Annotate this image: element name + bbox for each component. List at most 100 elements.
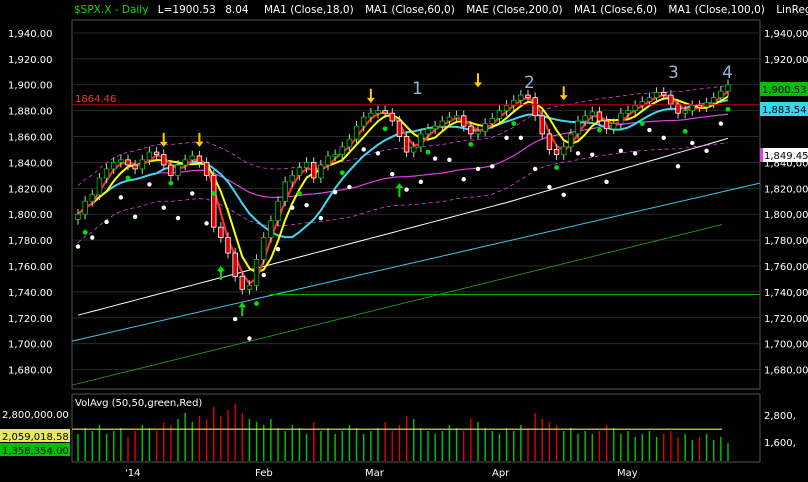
signal-dot-white [161,205,166,210]
x-tick-label: '14 [125,468,140,479]
regression-lower-line [71,224,723,386]
resistance-label: 1864.46 [75,94,116,105]
down-arrow-head [195,141,204,147]
down-arrow-head [366,97,375,103]
y-tick-label: 1,680.00 [8,366,53,377]
candle-body [189,155,195,161]
candle-body [303,162,310,168]
signal-dot-green [554,165,559,171]
candle-body [96,177,103,196]
y-tick-label: 1,920.00 [8,55,53,66]
y-tick-label: 1,820.00 [8,184,53,195]
candle-body [625,110,631,114]
price-grid [72,32,760,371]
signal-dot-white [547,184,552,190]
ma200-line [77,137,729,316]
ma200-badge-bg [760,148,808,162]
candle-body [482,123,488,132]
volume-right-tick-1: 2,800, [764,411,796,422]
down-arrow-head [559,95,568,101]
ma100-envelope-upper [77,85,729,186]
signal-dot-white [204,221,209,226]
candle-body [375,110,381,114]
y-tick-label-right: 1,840,00 [764,158,808,169]
candle-body [396,120,403,137]
candle-body [439,120,445,127]
y-tick-label: 1,880.00 [8,107,53,118]
signal-dot-white [518,135,524,141]
x-tick-label: Apr [492,468,510,479]
candle-body [632,105,638,112]
candle-body [489,118,495,124]
signal-dot-white [718,121,724,126]
last-price-badge: 1,900.53 [762,85,807,96]
ma60-badge-bg [760,102,808,116]
signal-dot-white [590,152,595,157]
y-tick-label-right: 1,720,00 [764,314,808,325]
candle-body [653,92,660,99]
signal-dot-white [232,316,238,322]
signal-dot-white [375,151,381,156]
indicator-mae200: MAE (Close,200,0) [466,4,562,16]
candle-body [675,103,681,114]
signal-dot-white [290,205,295,210]
y-tick-label: 1,760.00 [8,262,53,273]
indicator-ma18: MA1 (Close,18,0) [264,4,354,16]
ma100-envelope-lower [77,142,729,243]
signal-dot-green [425,149,431,155]
signal-dot-white [390,171,395,177]
candle-body [346,138,353,148]
candle-body [182,159,188,166]
candle-body [339,146,345,156]
candle-body [503,105,510,112]
indicator-ma6: MA1 (Close,6,0) [574,4,657,16]
candle-body [696,105,703,108]
signal-dot-white [190,191,195,196]
candle-body [425,128,431,135]
y-tick-label: 1,700.00 [8,340,53,351]
signal-dot-white [504,135,509,141]
chart-header: $SPX.X - Daily L=1900.53 8.04 MA1 (Close… [74,4,808,16]
candle-body [546,133,553,150]
candle-body [568,133,574,148]
wave-label-1: 1 [412,79,423,99]
y-tick-label-right: 1,700,00 [764,340,808,351]
signal-dot-white [118,195,124,200]
candle-body [268,220,274,238]
signal-dot-white [604,179,609,185]
y-tick-label-right: 1,800,00 [764,210,808,221]
candle-body [118,159,124,163]
candle-body [253,259,260,286]
signal-dot-white [661,135,666,141]
last-price-badge-bg [760,82,808,96]
candle-body [418,133,424,148]
signal-dot-green [168,180,174,186]
signal-dot-white [304,202,309,208]
candle-body [553,149,560,156]
signal-dots [75,106,731,341]
signal-dot-green [639,121,645,126]
ma100-marker [760,148,763,162]
signal-dot-white [618,148,624,153]
regression-upper-line [71,182,761,342]
volume-tick-1: 2,800,000.00 [2,410,69,421]
candle-body [318,164,324,179]
candle-body [368,112,374,118]
up-arrow-head [395,183,404,189]
candle-body [232,252,238,277]
y-tick-label: 1,780.00 [8,236,53,247]
volume-bars [77,404,729,461]
signal-dot-green [725,106,731,112]
volume-title: VolAvg (50,50,green,Red) [75,398,202,409]
signal-dot-white [475,166,481,172]
signal-dot-white [418,179,424,185]
y-tick-label-right: 1,760,00 [764,262,808,273]
candle-body [382,110,388,114]
signal-dot-white [447,157,452,163]
y-tick-label-right: 1,680,00 [764,366,808,377]
candle-body [475,130,481,135]
candle-body [525,94,531,99]
signal-dot-green [597,127,602,133]
